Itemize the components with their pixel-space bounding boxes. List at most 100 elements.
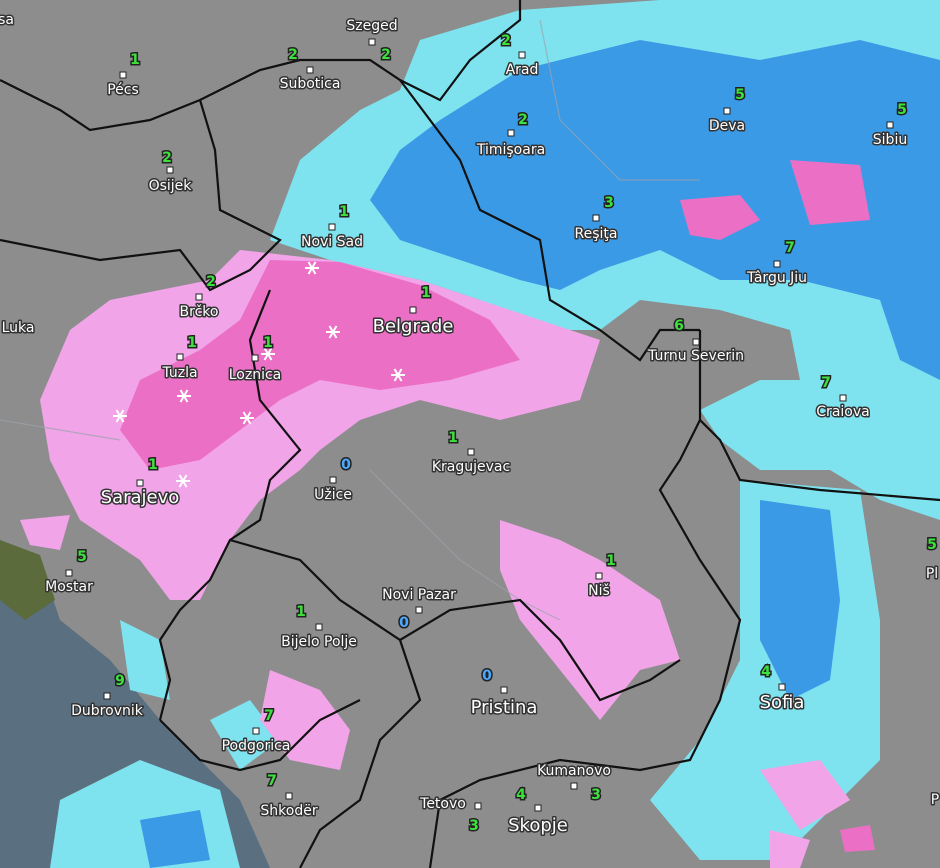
temperature: 0 xyxy=(399,615,409,631)
rain xyxy=(140,40,940,868)
city-marker xyxy=(251,354,259,362)
city-marker xyxy=(773,260,781,268)
city-name: Sarajevo xyxy=(101,487,180,508)
city-name: Niš xyxy=(588,583,610,599)
city-marker xyxy=(176,353,184,361)
temperature: 7 xyxy=(264,708,274,724)
temperature: 6 xyxy=(674,318,684,334)
temperature: 2 xyxy=(381,47,391,63)
city-name: Szeged xyxy=(346,18,397,34)
city-marker xyxy=(415,606,423,614)
snow-symbol xyxy=(242,411,252,425)
temperature: 9 xyxy=(115,673,125,689)
city-marker xyxy=(252,727,260,735)
city-name: Užice xyxy=(314,487,352,503)
city-name: Pécs xyxy=(107,82,139,98)
city-marker xyxy=(103,692,111,700)
temperature: 2 xyxy=(518,112,528,128)
snow-symbol xyxy=(178,474,188,488)
city-name: Kumanovo xyxy=(537,763,611,779)
city-marker xyxy=(65,569,73,577)
temperature: 5 xyxy=(897,102,907,118)
city-marker xyxy=(595,572,603,580)
temperature: 7 xyxy=(267,773,277,789)
city-marker xyxy=(500,686,508,694)
temperature: 2 xyxy=(162,150,172,166)
city-name: Skopje xyxy=(508,815,568,836)
partial-city-name: Luka xyxy=(2,320,35,336)
snow-symbol xyxy=(115,409,125,423)
temperature: 1 xyxy=(448,430,458,446)
city-marker xyxy=(329,476,337,484)
city-marker xyxy=(467,448,475,456)
city-marker xyxy=(368,38,376,46)
city-marker xyxy=(315,623,323,631)
city-name: Târgu Jiu xyxy=(746,270,807,286)
partial-city-name: P xyxy=(931,792,939,808)
city-marker xyxy=(839,394,847,402)
city-name: Podgorica xyxy=(222,738,291,754)
city-marker xyxy=(136,479,144,487)
temperature: 5 xyxy=(927,537,937,553)
temperature: 3 xyxy=(604,195,614,211)
city-name: Novi Sad xyxy=(301,234,363,250)
city-name: Pristina xyxy=(471,697,538,718)
city-marker xyxy=(886,121,894,129)
temperature: 0 xyxy=(482,668,492,684)
city-marker xyxy=(195,293,203,301)
partial-city-name: sa xyxy=(0,12,14,28)
coast-land xyxy=(0,540,55,620)
city-marker xyxy=(534,804,542,812)
city-name: Arad xyxy=(506,62,539,78)
city-name: Belgrade xyxy=(373,316,454,337)
city-name: Craiova xyxy=(816,404,869,420)
snow-symbols xyxy=(113,261,405,488)
city-marker xyxy=(570,782,578,790)
city-name: Reşiţa xyxy=(575,226,618,242)
snow-symbol xyxy=(393,368,403,382)
city-name: Osijek xyxy=(149,178,193,194)
city-marker xyxy=(166,166,174,174)
city-marker xyxy=(306,66,314,74)
city-name: Novi Pazar xyxy=(382,587,456,603)
city-name: Tetovo xyxy=(419,796,466,812)
temperature: 1 xyxy=(148,457,158,473)
city-marker xyxy=(518,51,526,59)
temperature: 5 xyxy=(735,87,745,103)
temperature: 3 xyxy=(591,787,601,803)
city-marker xyxy=(328,223,336,231)
temperature: 7 xyxy=(821,375,831,391)
temperature: 1 xyxy=(187,335,197,351)
temperature: 1 xyxy=(421,285,431,301)
snow-symbol xyxy=(328,325,338,339)
city-name: Dubrovnik xyxy=(71,703,144,719)
temperature: 4 xyxy=(761,664,771,680)
city-name: Timişoara xyxy=(476,142,545,158)
city-name: Loznica xyxy=(229,367,282,383)
snow-symbol xyxy=(307,261,317,275)
temperature: 5 xyxy=(77,549,87,565)
temperature: 1 xyxy=(339,204,349,220)
city-name: Brčko xyxy=(180,304,219,320)
temperature: 1 xyxy=(263,335,273,351)
city-marker xyxy=(409,306,417,314)
temperature: 1 xyxy=(606,553,616,569)
rivers xyxy=(0,19,700,621)
temperature: 7 xyxy=(785,240,795,256)
temperature: 2 xyxy=(501,33,511,49)
city-name: Sofia xyxy=(760,692,805,713)
city-marker xyxy=(592,214,600,222)
city-name: Turnu Severin xyxy=(647,348,744,364)
city-name: Shkodër xyxy=(260,803,317,819)
city-name: Kragujevac xyxy=(432,459,510,475)
temperature: 1 xyxy=(130,52,140,68)
city-name: Subotica xyxy=(280,76,341,92)
labels: Szeged Pécs 1 Subotica 2 Arad 2 Timişoara 2 Deva 5… xyxy=(0,11,940,838)
temperature: 2 xyxy=(206,274,216,290)
temperature: 3 xyxy=(469,818,479,834)
city-name: Sibiu xyxy=(873,132,907,148)
snow-symbol xyxy=(263,347,273,361)
snow-heavy xyxy=(120,160,875,852)
